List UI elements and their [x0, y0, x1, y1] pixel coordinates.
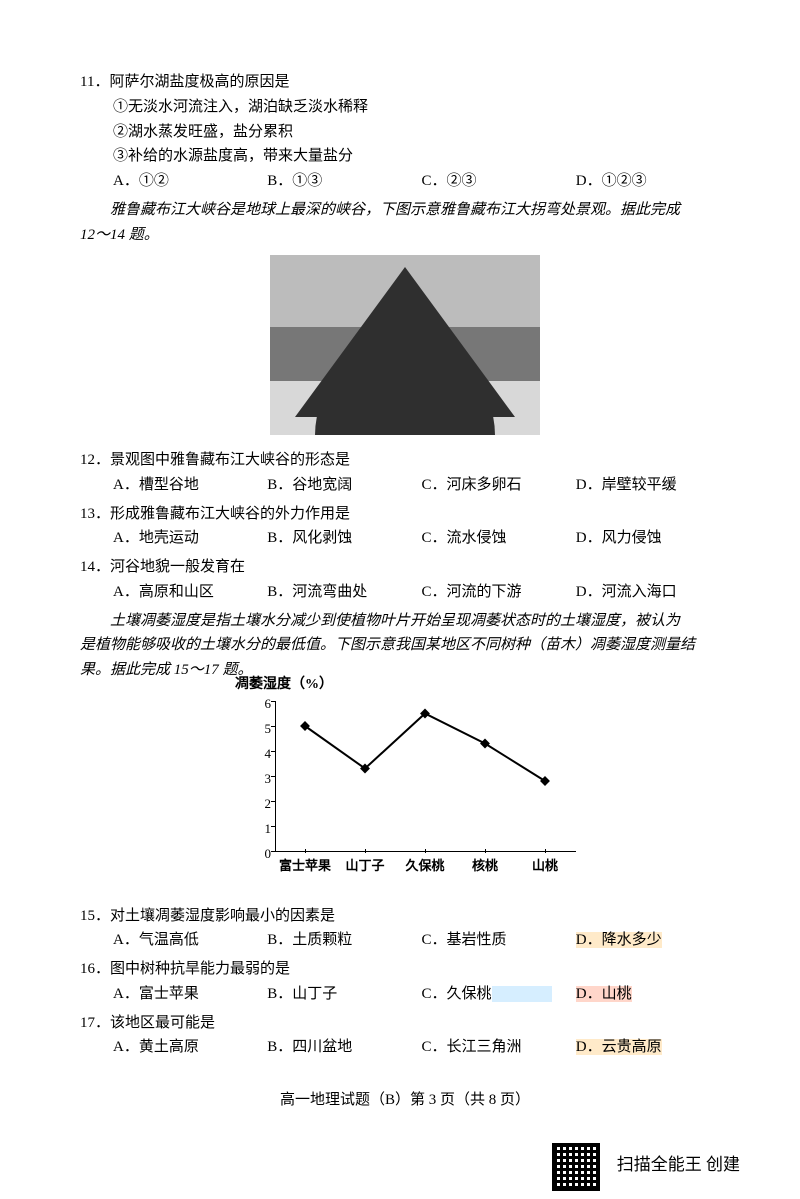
passage-12-14-a: 雅鲁藏布江大峡谷是地球上最深的峡谷，下图示意雅鲁藏布江大拐弯处景观。据此完成	[80, 198, 730, 223]
q13-opt-c[interactable]: C．流水侵蚀	[422, 526, 576, 551]
q12-stem: 12．景观图中雅鲁藏布江大峡谷的形态是	[80, 448, 730, 473]
q15-opt-a[interactable]: A．气温高低	[113, 928, 267, 953]
q14-opt-c[interactable]: C．河流的下游	[422, 580, 576, 605]
q16-opt-c[interactable]: C．久保桃	[422, 982, 576, 1007]
page-footer: 高一地理试题（B）第 3 页（共 8 页）	[80, 1088, 730, 1113]
q13-opt-b[interactable]: B．风化剥蚀	[267, 526, 421, 551]
q12-opt-d[interactable]: D．岸壁较平缓	[576, 473, 730, 498]
q14-stem: 14．河谷地貌一般发育在	[80, 555, 730, 580]
q16-stem: 16．图中树种抗旱能力最弱的是	[80, 957, 730, 982]
q16-opt-a[interactable]: A．富士苹果	[113, 982, 267, 1007]
chart-ytick: 0	[257, 843, 271, 864]
wilting-humidity-chart: 凋萎湿度（%） 0123456富士苹果山丁子久保桃核桃山桃	[215, 691, 595, 891]
q17-stem: 17．该地区最可能是	[80, 1011, 730, 1036]
q15-opt-c[interactable]: C．基岩性质	[422, 928, 576, 953]
q11-opt-b[interactable]: B．①③	[267, 169, 421, 194]
q15-opt-d[interactable]: D．降水多少	[576, 928, 730, 953]
chart-ytick: 5	[257, 718, 271, 739]
q11-opt-d[interactable]: D．①②③	[576, 169, 730, 194]
q11-stem: 11．阿萨尔湖盐度极高的原因是	[80, 70, 730, 95]
chart-ylabel: 凋萎湿度（%）	[235, 673, 333, 696]
q11-opt-c[interactable]: C．②③	[422, 169, 576, 194]
q11-line3: ③补给的水源盐度高，带来大量盐分	[80, 144, 730, 169]
chart-ytick: 1	[257, 818, 271, 839]
q14-opt-b[interactable]: B．河流弯曲处	[267, 580, 421, 605]
q14-opt-a[interactable]: A．高原和山区	[113, 580, 267, 605]
q15-stem: 15．对土壤凋萎湿度影响最小的因素是	[80, 904, 730, 929]
q16-opt-b[interactable]: B．山丁子	[267, 982, 421, 1007]
chart-xtick: 久保桃	[405, 855, 444, 876]
chart-ytick: 3	[257, 768, 271, 789]
passage-15-17-b: 是植物能够吸收的土壤水分的最低值。下图示意我国某地区不同树种（苗木）凋萎湿度测量…	[80, 633, 730, 658]
chart-ytick: 6	[257, 693, 271, 714]
q11-opt-a[interactable]: A．①②	[113, 169, 267, 194]
q13-opt-a[interactable]: A．地壳运动	[113, 526, 267, 551]
q12-opt-a[interactable]: A．槽型谷地	[113, 473, 267, 498]
passage-12-14-b: 12～14 题。	[80, 223, 730, 248]
chart-ytick: 4	[257, 743, 271, 764]
q16-opt-d[interactable]: D．山桃	[576, 982, 730, 1007]
q13-stem: 13．形成雅鲁藏布江大峡谷的外力作用是	[80, 502, 730, 527]
q11-line1: ①无淡水河流注入，湖泊缺乏淡水稀释	[80, 95, 730, 120]
q13-opt-d[interactable]: D．风力侵蚀	[576, 526, 730, 551]
canyon-photo	[270, 255, 540, 435]
chart-xtick: 核桃	[472, 855, 498, 876]
q12-opt-c[interactable]: C．河床多卵石	[422, 473, 576, 498]
q14-opt-d[interactable]: D．河流入海口	[576, 580, 730, 605]
q17-opt-c[interactable]: C．长江三角洲	[422, 1035, 576, 1060]
passage-15-17-a: 土壤凋萎湿度是指土壤水分减少到使植物叶片开始呈现凋萎状态时的土壤湿度，被认为	[80, 609, 730, 634]
chart-xtick: 山丁子	[345, 855, 384, 876]
qr-code-icon	[552, 1143, 600, 1191]
q17-opt-a[interactable]: A．黄土高原	[113, 1035, 267, 1060]
chart-ytick: 2	[257, 793, 271, 814]
q12-opt-b[interactable]: B．谷地宽阔	[267, 473, 421, 498]
chart-xtick: 山桃	[532, 855, 558, 876]
scan-app-label: 扫描全能王 创建	[617, 1151, 740, 1179]
chart-xtick: 富士苹果	[279, 855, 331, 876]
q17-opt-d[interactable]: D．云贵高原	[576, 1035, 730, 1060]
passage-15-17-c: 果。据此完成 15～17 题。	[80, 658, 730, 683]
q15-opt-b[interactable]: B．土质颗粒	[267, 928, 421, 953]
q11-line2: ②湖水蒸发旺盛，盐分累积	[80, 120, 730, 145]
q17-opt-b[interactable]: B．四川盆地	[267, 1035, 421, 1060]
